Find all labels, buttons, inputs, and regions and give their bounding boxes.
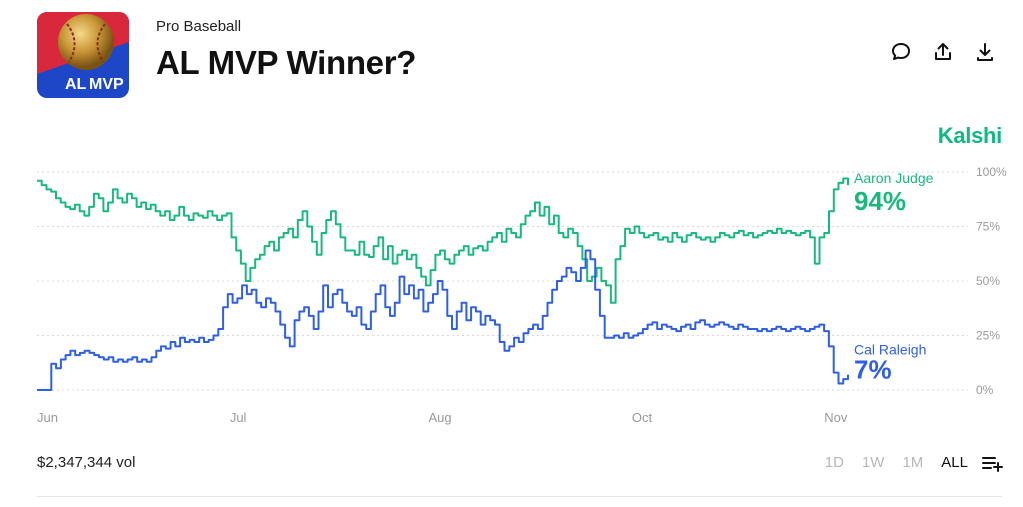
page-title: AL MVP Winner? xyxy=(156,44,417,81)
x-tick-label: Oct xyxy=(632,410,653,425)
chart-options-icon[interactable] xyxy=(981,452,1003,472)
logo-mvp-text: MVP xyxy=(89,76,124,93)
y-tick-label: 0% xyxy=(976,383,994,397)
range-selector: 1D 1W 1M ALL xyxy=(816,452,1003,472)
range-1d[interactable]: 1D xyxy=(824,453,844,471)
y-tick-label: 75% xyxy=(976,220,1000,234)
baseball-logo-image: AL MVP xyxy=(37,12,129,98)
series-name-label: Aaron Judge xyxy=(854,170,934,186)
x-tick-label: Aug xyxy=(428,410,451,425)
market-logo: AL MVP xyxy=(37,12,129,98)
volume-label: $2,347,344 vol xyxy=(37,454,136,471)
series-line-raleigh xyxy=(37,249,849,391)
x-tick-label: Jun xyxy=(37,410,58,425)
y-tick-label: 25% xyxy=(976,329,1000,343)
series-value-label: 94% xyxy=(854,186,906,216)
comment-icon[interactable] xyxy=(889,40,913,64)
range-1m[interactable]: 1M xyxy=(902,453,924,471)
download-icon[interactable] xyxy=(973,40,997,64)
header-actions xyxy=(889,40,997,64)
range-1w[interactable]: 1W xyxy=(861,453,885,471)
x-tick-label: Nov xyxy=(824,410,848,425)
logo-al-text: AL xyxy=(65,76,87,93)
series-value-label: 7% xyxy=(854,355,892,385)
footer-divider xyxy=(37,496,1002,497)
brand-wordmark: Kalshi xyxy=(937,123,1003,148)
category-label: Pro Baseball xyxy=(156,18,242,35)
share-icon[interactable] xyxy=(931,40,955,64)
series-line-judge xyxy=(37,177,849,304)
series-name-label: Cal Raleigh xyxy=(854,342,926,358)
y-tick-label: 50% xyxy=(976,274,1000,288)
x-tick-label: Jul xyxy=(230,410,247,425)
y-tick-label: 100% xyxy=(976,165,1007,179)
range-all[interactable]: ALL xyxy=(941,453,968,471)
price-chart[interactable]: 100% 75% 50% 25% 0% Jun Jul Aug Oct Nov Aaron Judg… xyxy=(0,150,1023,440)
